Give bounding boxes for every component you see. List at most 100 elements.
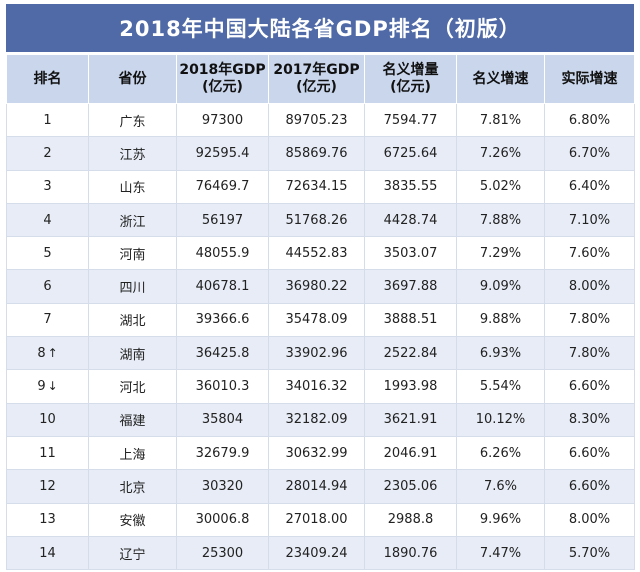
- header-nominal-increase: 名义增量 (亿元): [364, 54, 457, 104]
- table-row: 6 四川 40678.1 36980.22 3697.88 9.09% 8.00%: [6, 269, 635, 304]
- gdp-2017-cell: 89705.23: [268, 102, 365, 138]
- nominal-growth-cell: 5.54%: [456, 369, 545, 404]
- table-row: 1 广东 97300 89705.23 7594.77 7.81% 6.80%: [6, 102, 635, 138]
- rank-cell: 10: [6, 402, 89, 437]
- table-row: 3 山东 76469.7 72634.15 3835.55 5.02% 6.40%: [6, 169, 635, 204]
- gdp-2017-cell: 51768.26: [268, 202, 365, 238]
- rank-cell: 3: [6, 169, 89, 204]
- table-row: 14 辽宁 25300 23409.24 1890.76 7.47% 5.70%: [6, 535, 635, 571]
- gdp-2018-cell: 35804: [176, 402, 269, 437]
- real-growth-cell: 8.00%: [544, 269, 635, 304]
- nominal-increase-cell: 3697.88: [364, 269, 457, 304]
- province-cell: 浙江: [88, 202, 177, 238]
- real-growth-cell: 6.60%: [544, 469, 635, 504]
- rank-cell: 7: [6, 302, 89, 338]
- province-cell: 安徽: [88, 502, 177, 537]
- rank-cell: 1: [6, 102, 89, 138]
- province-cell: 江苏: [88, 136, 177, 171]
- gdp-2018-cell: 36010.3: [176, 369, 269, 404]
- nominal-increase-cell: 3835.55: [364, 169, 457, 204]
- province-cell: 湖北: [88, 302, 177, 338]
- table-header-row: 排名 省份 2018年GDP (亿元) 2017年GDP (亿元) 名义增量 (亿元)…: [6, 54, 635, 104]
- rank-value: 8: [37, 345, 46, 361]
- nominal-increase-cell: 2046.91: [364, 435, 457, 471]
- rank-value: 2: [43, 145, 52, 161]
- nominal-increase-cell: 3503.07: [364, 236, 457, 271]
- table-row: 2 江苏 92595.4 85869.76 6725.64 7.26% 6.70%: [6, 136, 635, 171]
- province-cell: 四川: [88, 269, 177, 304]
- gdp-2018-cell: 97300: [176, 102, 269, 138]
- nominal-increase-cell: 1993.98: [364, 369, 457, 404]
- header-real-growth: 实际增速: [544, 54, 635, 104]
- rank-value: 14: [39, 545, 56, 561]
- province-cell: 北京: [88, 469, 177, 504]
- real-growth-cell: 6.60%: [544, 369, 635, 404]
- real-growth-cell: 8.00%: [544, 502, 635, 537]
- rank-value: 3: [43, 179, 52, 195]
- table-row: 11 上海 32679.9 30632.99 2046.91 6.26% 6.60%: [6, 435, 635, 471]
- rank-value: 10: [39, 412, 56, 428]
- rank-value: 12: [39, 478, 56, 494]
- page-title: 2018年中国大陆各省GDP排名（初版）: [6, 4, 634, 52]
- nominal-growth-cell: 7.26%: [456, 136, 545, 171]
- gdp-2018-cell: 25300: [176, 535, 269, 571]
- gdp-2018-cell: 32679.9: [176, 435, 269, 471]
- province-cell: 河北: [88, 369, 177, 404]
- rank-cell: 5: [6, 236, 89, 271]
- table-row: 5 河南 48055.9 44552.83 3503.07 7.29% 7.60%: [6, 236, 635, 271]
- real-growth-cell: 7.80%: [544, 302, 635, 338]
- gdp-2017-cell: 34016.32: [268, 369, 365, 404]
- rank-value: 5: [43, 245, 52, 261]
- table-row: 8 ↑ 湖南 36425.8 33902.96 2522.84 6.93% 7.80%: [6, 336, 635, 371]
- nominal-growth-cell: 7.6%: [456, 469, 545, 504]
- nominal-growth-cell: 7.88%: [456, 202, 545, 238]
- rank-cell: 11: [6, 435, 89, 471]
- header-gdp-2017: 2017年GDP (亿元): [268, 54, 365, 104]
- nominal-increase-cell: 4428.74: [364, 202, 457, 238]
- header-rank: 排名: [6, 54, 89, 104]
- rank-cell: 8 ↑: [6, 336, 89, 371]
- rank-value: 7: [43, 312, 52, 328]
- rank-up-arrow-icon: ↑: [47, 345, 58, 360]
- nominal-growth-cell: 9.88%: [456, 302, 545, 338]
- rank-value: 13: [39, 512, 56, 528]
- nominal-growth-cell: 7.47%: [456, 535, 545, 571]
- gdp-2017-cell: 28014.94: [268, 469, 365, 504]
- real-growth-cell: 6.80%: [544, 102, 635, 138]
- province-cell: 福建: [88, 402, 177, 437]
- nominal-growth-cell: 10.12%: [456, 402, 545, 437]
- province-cell: 湖南: [88, 336, 177, 371]
- rank-value: 4: [43, 212, 52, 228]
- header-gdp-2018: 2018年GDP (亿元): [176, 54, 269, 104]
- rank-cell: 14: [6, 535, 89, 571]
- real-growth-cell: 6.60%: [544, 435, 635, 471]
- province-cell: 广东: [88, 102, 177, 138]
- nominal-growth-cell: 6.26%: [456, 435, 545, 471]
- rank-down-arrow-icon: ↓: [47, 379, 58, 394]
- real-growth-cell: 8.30%: [544, 402, 635, 437]
- gdp-2018-cell: 30006.8: [176, 502, 269, 537]
- real-growth-cell: 6.70%: [544, 136, 635, 171]
- gdp-2017-cell: 32182.09: [268, 402, 365, 437]
- gdp-2017-cell: 33902.96: [268, 336, 365, 371]
- gdp-2017-cell: 27018.00: [268, 502, 365, 537]
- province-cell: 山东: [88, 169, 177, 204]
- gdp-2018-cell: 76469.7: [176, 169, 269, 204]
- nominal-growth-cell: 5.02%: [456, 169, 545, 204]
- province-cell: 上海: [88, 435, 177, 471]
- table-row: 7 湖北 39366.6 35478.09 3888.51 9.88% 7.80%: [6, 302, 635, 338]
- gdp-ranking-table: 排名 省份 2018年GDP (亿元) 2017年GDP (亿元) 名义增量 (亿元)…: [6, 54, 635, 571]
- header-province: 省份: [88, 54, 177, 104]
- rank-cell: 13: [6, 502, 89, 537]
- table-row: 10 福建 35804 32182.09 3621.91 10.12% 8.30%: [6, 402, 635, 437]
- nominal-growth-cell: 9.09%: [456, 269, 545, 304]
- real-growth-cell: 7.80%: [544, 336, 635, 371]
- real-growth-cell: 7.10%: [544, 202, 635, 238]
- province-cell: 辽宁: [88, 535, 177, 571]
- gdp-2018-cell: 36425.8: [176, 336, 269, 371]
- gdp-2017-cell: 72634.15: [268, 169, 365, 204]
- real-growth-cell: 6.40%: [544, 169, 635, 204]
- nominal-increase-cell: 3621.91: [364, 402, 457, 437]
- rank-value: 9: [37, 379, 46, 395]
- rank-cell: 9 ↓: [6, 369, 89, 404]
